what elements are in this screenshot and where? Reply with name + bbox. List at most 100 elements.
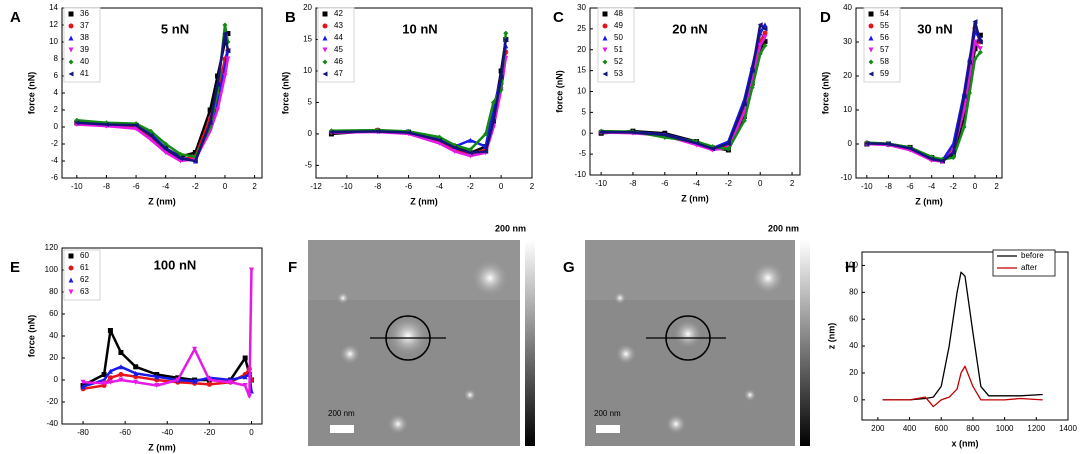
y-tick-label: 100 bbox=[845, 261, 859, 270]
legend-label: 60 bbox=[80, 251, 89, 260]
chart: -10 -8 -6 -4 -2 0 2 -6 -4 -2 0 2 4 6 8 10 12 14 Z (nm) forc… bbox=[10, 3, 263, 206]
scale-bar-label: 200 nm bbox=[594, 409, 621, 418]
marker bbox=[483, 149, 489, 155]
marker bbox=[436, 137, 442, 143]
x-tick-label: 600 bbox=[935, 424, 949, 433]
x-tick-label: -10 bbox=[861, 182, 873, 191]
marker bbox=[749, 68, 755, 74]
legend-label: 49 bbox=[614, 21, 623, 30]
marker bbox=[74, 120, 80, 126]
marker bbox=[206, 381, 212, 387]
y-tick-label: 0 bbox=[848, 139, 853, 148]
legend-label: 56 bbox=[880, 33, 889, 42]
marker bbox=[375, 128, 381, 134]
legend-label: 55 bbox=[880, 21, 889, 30]
marker bbox=[762, 43, 768, 49]
legend-label: 51 bbox=[614, 45, 623, 54]
y-tick-label: 20 bbox=[303, 3, 312, 12]
marker bbox=[749, 84, 755, 90]
legend-label: 53 bbox=[614, 69, 623, 78]
marker bbox=[148, 128, 154, 134]
y-tick-label: 20 bbox=[849, 368, 858, 377]
y-tick-label: 5 bbox=[308, 98, 313, 107]
chart-title: 10 nN bbox=[402, 21, 437, 36]
height-scale: 200 nm bbox=[768, 223, 799, 233]
series-line bbox=[601, 23, 766, 150]
x-tick-label: -60 bbox=[119, 428, 131, 437]
y-tick-label: 5 bbox=[582, 107, 587, 116]
marker bbox=[163, 146, 169, 152]
x-tick-label: 2 bbox=[252, 182, 257, 191]
plot-frame bbox=[315, 7, 533, 179]
y-tick-label: 0 bbox=[582, 128, 587, 137]
chart: -10 -8 -6 -4 -2 0 2 -10 0 10 20 30 40 Z (nm) force (nN… bbox=[820, 3, 1003, 206]
marker bbox=[322, 47, 328, 53]
marker bbox=[118, 350, 124, 355]
x-tick-label: 200 bbox=[871, 424, 885, 433]
y-tick-label: -4 bbox=[51, 156, 59, 165]
y-tick-label: 20 bbox=[577, 45, 586, 54]
chart-title: 20 nN bbox=[672, 21, 707, 36]
marker bbox=[757, 22, 763, 28]
marker bbox=[68, 265, 74, 271]
panel-letter: H bbox=[845, 259, 856, 276]
x-tick-label: -10 bbox=[595, 179, 607, 188]
series-line bbox=[882, 365, 1043, 408]
marker bbox=[406, 130, 412, 136]
x-tick-label: -6 bbox=[661, 179, 669, 188]
marker bbox=[467, 150, 473, 156]
marker bbox=[950, 150, 956, 155]
marker bbox=[868, 71, 874, 77]
x-tick-label: 2 bbox=[790, 179, 795, 188]
marker bbox=[741, 101, 747, 107]
x-tick-label: 0 bbox=[223, 182, 228, 191]
marker bbox=[762, 30, 768, 36]
marker bbox=[929, 156, 935, 162]
marker bbox=[322, 23, 328, 29]
y-tick-label: 15 bbox=[303, 35, 312, 44]
marker bbox=[225, 56, 231, 62]
legend-label: 47 bbox=[334, 69, 343, 78]
marker bbox=[222, 22, 228, 28]
y-tick-label: -6 bbox=[51, 173, 59, 182]
x-tick-label: 0 bbox=[973, 182, 978, 191]
marker bbox=[163, 141, 169, 147]
legend-label: 36 bbox=[80, 9, 89, 18]
legend-label: 61 bbox=[80, 263, 89, 272]
legend-frame bbox=[63, 7, 101, 83]
marker bbox=[762, 22, 768, 28]
y-tick-label: 10 bbox=[843, 105, 852, 114]
chart-title: 5 nN bbox=[161, 21, 189, 36]
series-line bbox=[866, 20, 982, 163]
x-axis-label: Z (nm) bbox=[148, 196, 176, 206]
panel-letter: G bbox=[563, 259, 575, 276]
y-axis-label: force (nN) bbox=[820, 72, 830, 115]
panel-letter: C bbox=[553, 9, 564, 26]
marker bbox=[467, 137, 473, 143]
marker bbox=[436, 134, 442, 140]
x-tick-label: 2 bbox=[530, 182, 535, 191]
x-tick-label: 1200 bbox=[1027, 424, 1045, 433]
y-tick-label: 15 bbox=[577, 66, 586, 75]
y-tick-label: -40 bbox=[46, 419, 58, 428]
marker bbox=[80, 379, 86, 385]
legend-label: 54 bbox=[880, 9, 889, 18]
chart-title: 30 nN bbox=[917, 21, 952, 36]
y-axis-label: force (nN) bbox=[554, 70, 564, 113]
y-tick-label: 2 bbox=[54, 105, 59, 114]
legend-label: 41 bbox=[80, 69, 89, 78]
x-tick-label: -6 bbox=[133, 182, 141, 191]
marker bbox=[215, 82, 221, 87]
y-tick-label: -10 bbox=[840, 173, 852, 182]
plot-frame bbox=[855, 7, 1003, 179]
marker bbox=[961, 93, 967, 99]
y-tick-label: 80 bbox=[49, 287, 58, 296]
y-tick-label: 40 bbox=[849, 341, 858, 350]
marker bbox=[972, 56, 978, 62]
legend-label: 52 bbox=[614, 57, 623, 66]
marker bbox=[762, 26, 768, 32]
panel-letter: E bbox=[10, 259, 20, 276]
marker bbox=[322, 59, 328, 65]
marker bbox=[154, 374, 160, 380]
y-tick-label: 14 bbox=[49, 3, 58, 12]
